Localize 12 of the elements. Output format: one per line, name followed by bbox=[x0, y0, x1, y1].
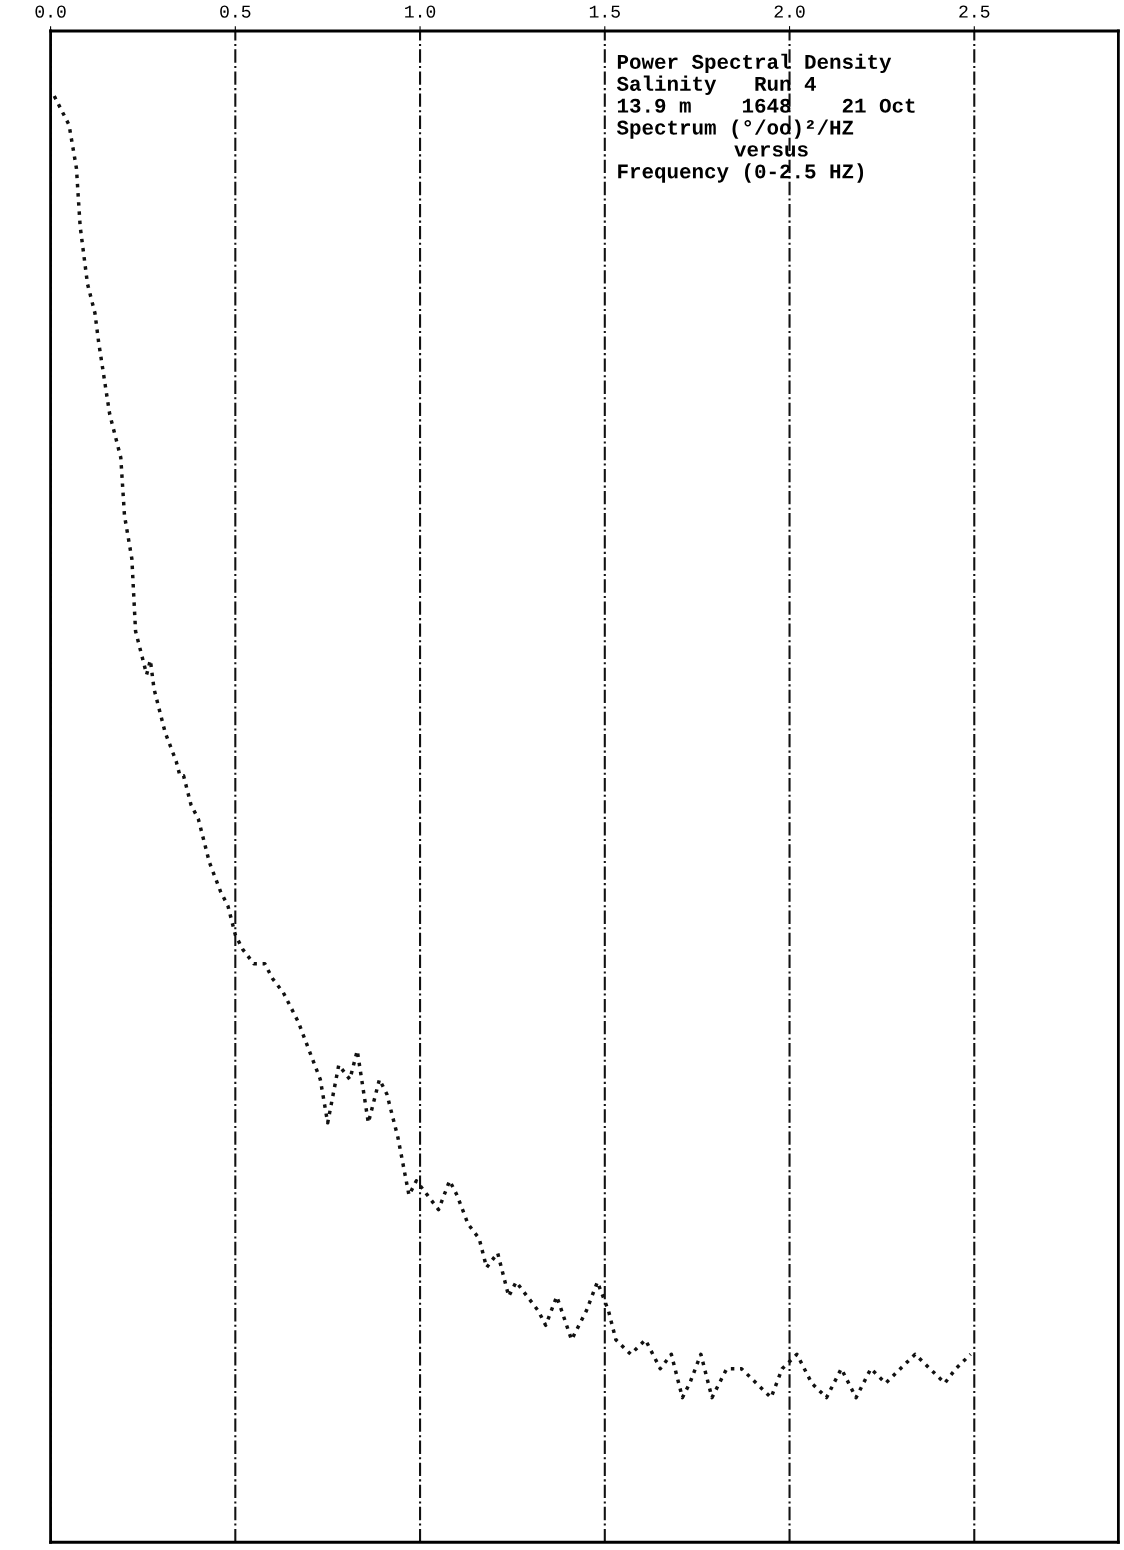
x-tick-label: 2.5 bbox=[959, 5, 990, 18]
annotation: Spectrum (°/oo)²/HZ bbox=[616, 119, 854, 139]
annotation: Frequency (0-2.5 HZ) bbox=[618, 163, 864, 183]
chart-title: Power Spectral Density bbox=[617, 53, 892, 74]
x-tick-label: 2.0 bbox=[774, 5, 805, 18]
annotation: versus bbox=[734, 145, 808, 157]
x-tick-label: 0.5 bbox=[220, 5, 251, 18]
annotation: 13.9 m 1648 21 Oct bbox=[617, 98, 915, 113]
x-tick-label: 1.5 bbox=[589, 5, 620, 18]
x-tick-label: 1.0 bbox=[405, 5, 436, 18]
x-tick-label: 0.0 bbox=[35, 5, 66, 18]
text: Salinity Run 4 bbox=[616, 75, 816, 95]
